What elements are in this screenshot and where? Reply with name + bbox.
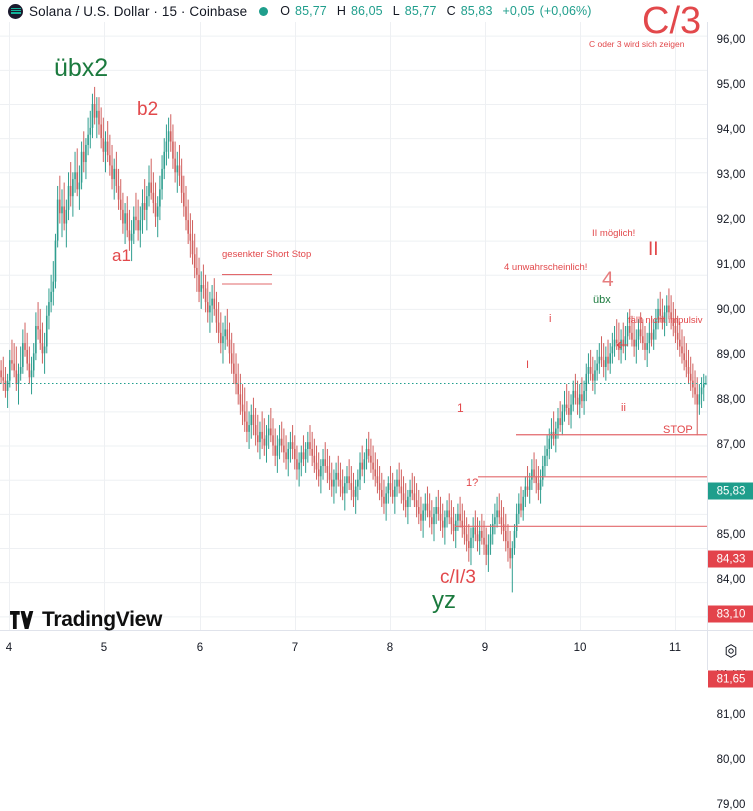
time-tick: 6 — [196, 642, 204, 654]
time-axis[interactable]: 4 5 6 7 8 9 10 11 — [0, 630, 753, 670]
label-i-small: i — [549, 313, 552, 325]
candle-series — [0, 86, 707, 593]
label-c-i-3: c/I/3 — [440, 567, 476, 588]
price-level-lines — [0, 273, 707, 527]
label-I-cap: I — [526, 359, 530, 371]
time-tick: 7 — [291, 642, 299, 654]
time-tick: 5 — [100, 642, 108, 654]
price-change: +0,05 — [502, 4, 535, 18]
price-tick: 80,00 — [716, 754, 746, 766]
price-tick: 95,00 — [716, 79, 746, 91]
price-tick: 88,00 — [716, 394, 746, 406]
ohlc-high-value: 86,05 — [350, 4, 383, 18]
candlestick-svg — [0, 22, 707, 630]
label-yz: yz — [432, 587, 456, 614]
ohlc-values: O 85,77 H 86,05 L 85,77 C 85,83 +0,05 (+0,06%) — [280, 4, 596, 18]
label-uebx: übx — [593, 294, 611, 306]
time-tick: 9 — [481, 642, 489, 654]
axis-corner[interactable] — [707, 631, 753, 670]
price-badge: 81,65 — [708, 670, 753, 688]
label-ii-small: ii — [621, 402, 626, 414]
label-ii-moeglich: II möglich! — [592, 228, 636, 239]
price-tick: 84,00 — [716, 574, 746, 586]
solana-logo-icon — [8, 3, 23, 19]
ohlc-close-key: C — [446, 4, 456, 18]
ohlc-high-key: H — [336, 4, 346, 18]
price-change-percent: (+0,06%) — [539, 4, 592, 18]
ohlc-close-value: 85,83 — [460, 4, 493, 18]
time-tick: 11 — [669, 642, 681, 654]
label-4-unwahrscheinlich: 4 unwahrscheinlich! — [504, 262, 588, 273]
label-stop: STOP — [663, 424, 693, 436]
label-ubx2: übx2 — [54, 54, 109, 82]
chart-settings-icon[interactable] — [723, 643, 738, 658]
status-dot-icon — [259, 6, 269, 16]
price-tick: 85,00 — [716, 529, 746, 541]
symbol-title[interactable]: Solana / U.S. Dollar · 15 · Coinbase — [29, 3, 248, 19]
tradingview-watermark: TradingView — [10, 608, 162, 632]
time-tick: 8 — [386, 642, 394, 654]
label-1q: 1? — [466, 477, 479, 489]
label-4: 4 — [602, 268, 614, 291]
price-tick: 94,00 — [716, 124, 746, 136]
label-gesenkter-short-stop: gesenkter Short Stop — [222, 249, 312, 260]
arrow-annotations — [222, 283, 628, 349]
label-faellt-nicht-impulsiv: fällt nicht impulsiv — [628, 315, 703, 326]
tradingview-logo-icon — [10, 611, 34, 629]
time-tick: 10 — [573, 642, 587, 654]
price-axis[interactable]: 96,00 95,00 94,00 93,00 92,00 91,00 90,00 89,00… — [707, 22, 753, 811]
label-c3: C/3 — [642, 0, 702, 42]
time-tick: 4 — [5, 642, 13, 654]
price-tick: 93,00 — [716, 169, 746, 181]
price-tick: 79,00 — [716, 799, 746, 811]
chart-legend: Solana / U.S. Dollar · 15 · Coinbase O 85… — [0, 0, 753, 22]
label-II: II — [648, 239, 659, 260]
price-tick: 81,00 — [716, 709, 746, 721]
grid-lines — [0, 22, 707, 630]
label-1: 1 — [457, 401, 464, 415]
price-tick: 89,00 — [716, 349, 746, 361]
chart-plot-area[interactable] — [0, 22, 707, 630]
price-tick: 91,00 — [716, 259, 746, 271]
label-a1: a1 — [112, 246, 131, 265]
price-badge: 85,83 — [708, 482, 753, 500]
price-tick: 90,00 — [716, 304, 746, 316]
ohlc-open-value: 85,77 — [295, 4, 327, 18]
price-badge: 83,10 — [708, 605, 753, 623]
label-b2: b2 — [137, 99, 159, 120]
ohlc-open-key: O — [280, 4, 291, 18]
ohlc-low-value: 85,77 — [404, 4, 437, 18]
price-tick: 87,00 — [716, 439, 746, 451]
tradingview-wordmark: TradingView — [42, 608, 163, 631]
price-tick: 96,00 — [716, 34, 746, 46]
price-tick: 92,00 — [716, 214, 746, 226]
label-c-oder-3: C oder 3 wird sich zeigen — [589, 39, 685, 49]
ohlc-low-key: L — [392, 4, 400, 18]
price-badge: 84,33 — [708, 550, 753, 568]
